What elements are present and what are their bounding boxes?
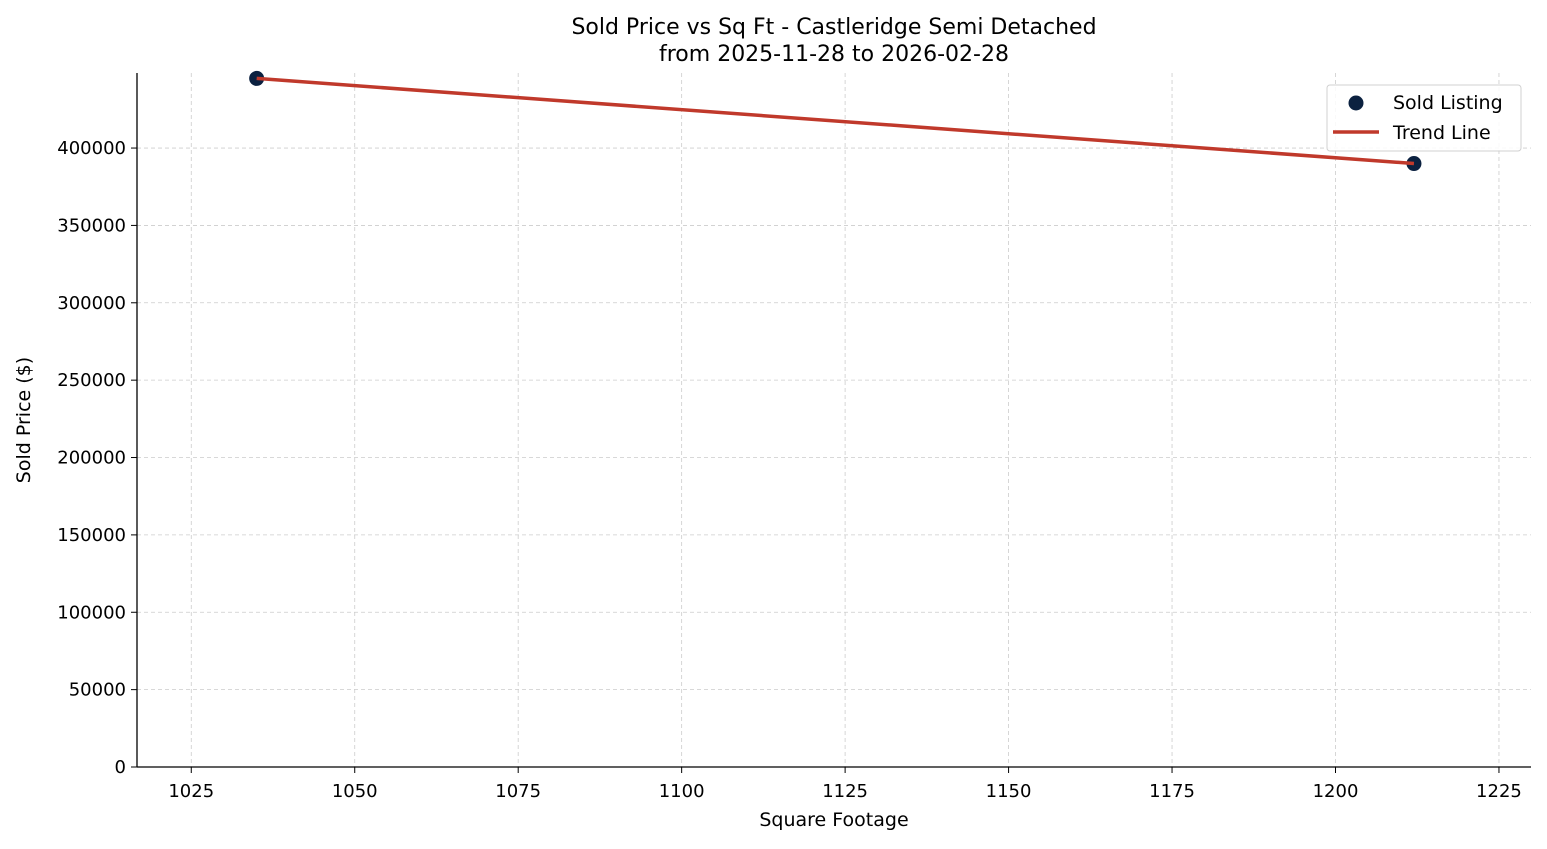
ticks: 1025 1050 1075 1100 1125 1150 1175 1200 1225 0 500… (57, 138, 1522, 802)
y-tick-label: 300000 (57, 293, 126, 314)
y-tick-label: 50000 (69, 680, 126, 701)
x-tick-label: 1225 (1476, 781, 1522, 802)
grid (137, 73, 1531, 767)
y-tick-label: 350000 (57, 215, 126, 236)
legend-marker-sold-listing (1348, 95, 1364, 111)
legend-label-trend-line: Trend Line (1392, 122, 1491, 144)
marks (249, 70, 1422, 172)
y-tick-label: 400000 (57, 138, 126, 159)
y-axis-label: Sold Price ($) (13, 357, 35, 483)
x-tick-label: 1100 (659, 781, 705, 802)
legend: Sold Listing Trend Line (1326, 84, 1522, 152)
x-tick-label: 1175 (1149, 781, 1195, 802)
chart-subtitle: from 2025-11-28 to 2026-02-28 (659, 42, 1009, 67)
y-tick-label: 200000 (57, 448, 126, 469)
legend-box (1326, 84, 1522, 152)
x-tick-label: 1200 (1313, 781, 1359, 802)
x-tick-label: 1075 (495, 781, 541, 802)
trend-line (256, 76, 1415, 166)
y-tick-label: 150000 (57, 525, 126, 546)
legend-label-sold-listing: Sold Listing (1393, 92, 1503, 114)
y-tick-label: 100000 (57, 602, 126, 623)
y-tick-label: 0 (115, 757, 126, 778)
x-tick-label: 1025 (168, 781, 214, 802)
x-tick-label: 1050 (332, 781, 378, 802)
chart-title: Sold Price vs Sq Ft - Castleridge Semi D… (571, 15, 1096, 40)
x-tick-label: 1150 (986, 781, 1032, 802)
x-axis-label: Square Footage (759, 809, 908, 831)
y-tick-label: 250000 (57, 370, 126, 391)
x-tick-label: 1125 (822, 781, 868, 802)
